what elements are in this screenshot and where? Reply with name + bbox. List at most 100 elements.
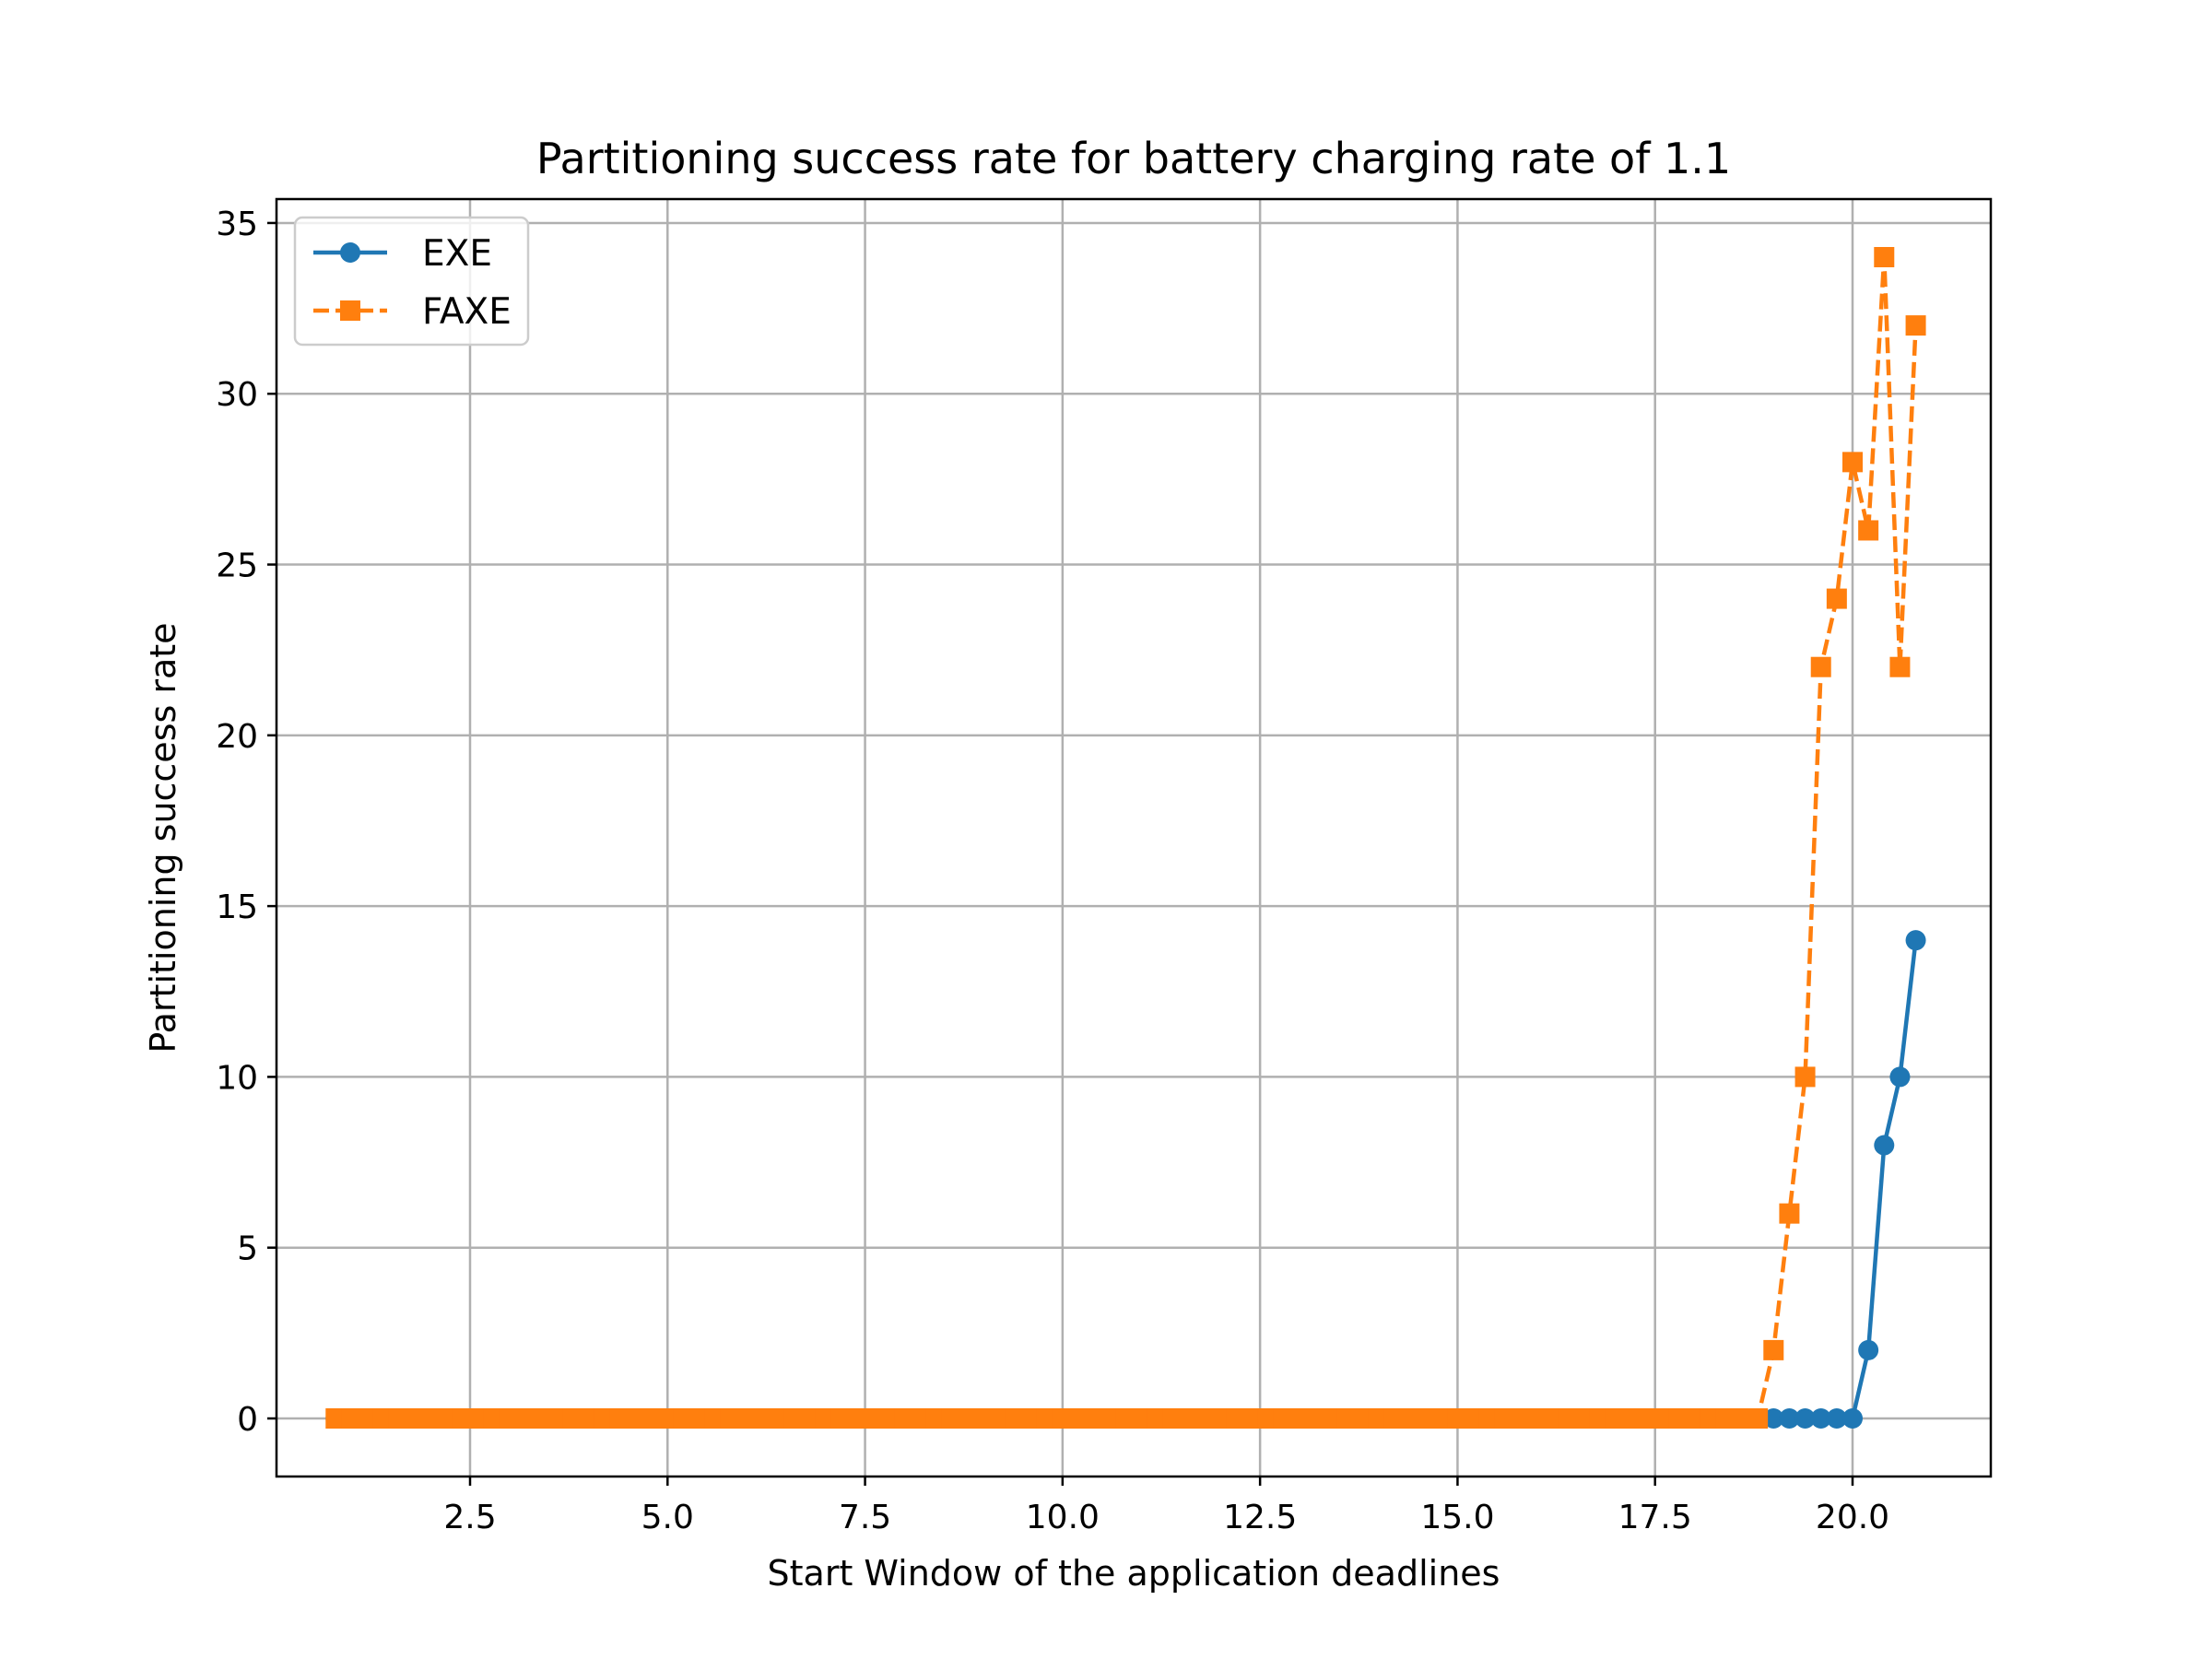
faxe-point — [1400, 1408, 1420, 1429]
legend-marker-faxe — [340, 300, 360, 321]
legend-item-faxe: FAXE — [313, 291, 512, 333]
faxe-point — [704, 1408, 725, 1429]
exe-point — [1842, 1408, 1863, 1429]
faxe-point — [467, 1408, 488, 1429]
exe-point — [1794, 1408, 1816, 1429]
exe-point — [1810, 1408, 1831, 1429]
faxe-point — [1194, 1408, 1216, 1429]
faxe-point — [1147, 1408, 1168, 1429]
faxe-point — [1747, 1408, 1769, 1429]
faxe-point — [1241, 1408, 1263, 1429]
faxe-point — [1068, 1408, 1088, 1429]
faxe-point — [736, 1408, 757, 1429]
x-tick-label: 7.5 — [839, 1499, 891, 1536]
exe-point — [1779, 1408, 1800, 1429]
y-tick-label: 0 — [237, 1401, 258, 1439]
faxe-point — [1131, 1408, 1152, 1429]
legend-label-exe: EXE — [422, 233, 492, 275]
faxe-point — [910, 1408, 931, 1429]
faxe-point — [1858, 520, 1879, 541]
faxe-point — [752, 1408, 773, 1429]
faxe-point — [894, 1408, 915, 1429]
faxe-point — [1668, 1408, 1689, 1429]
faxe-series — [325, 247, 1926, 1429]
faxe-point — [878, 1408, 900, 1429]
y-axis-label: Partitioning success rate — [143, 622, 183, 1053]
faxe-point — [641, 1408, 663, 1429]
y-tick-label: 35 — [216, 206, 258, 243]
faxe-point — [1542, 1408, 1563, 1429]
faxe-point — [420, 1408, 441, 1429]
faxe-point — [1905, 315, 1926, 336]
faxe-point — [1558, 1408, 1579, 1429]
faxe-point — [1637, 1408, 1658, 1429]
y-axis-ticks: 0 5 10 15 20 25 30 35 — [216, 206, 276, 1439]
faxe-point — [1020, 1408, 1041, 1429]
plot-area — [276, 199, 1991, 1477]
faxe-point — [1352, 1408, 1373, 1429]
legend-label-faxe: FAXE — [422, 291, 512, 333]
faxe-point — [1447, 1408, 1468, 1429]
faxe-point — [815, 1408, 836, 1429]
exe-point — [1889, 1066, 1911, 1088]
x-axis-label: Start Window of the application deadline… — [768, 1553, 1500, 1594]
faxe-point — [1321, 1408, 1342, 1429]
faxe-point — [847, 1408, 867, 1429]
faxe-point — [594, 1408, 615, 1429]
x-tick-label: 17.5 — [1618, 1499, 1692, 1536]
y-tick-label: 20 — [216, 718, 258, 756]
faxe-point — [531, 1408, 552, 1429]
y-tick-label: 30 — [216, 376, 258, 414]
faxe-point — [341, 1408, 362, 1429]
faxe-point — [1052, 1408, 1073, 1429]
y-tick-label: 15 — [216, 888, 258, 926]
faxe-point — [562, 1408, 583, 1429]
faxe-point — [1226, 1408, 1247, 1429]
faxe-point — [1511, 1408, 1531, 1429]
exe-point — [1874, 1135, 1895, 1156]
faxe-point — [1779, 1203, 1800, 1224]
faxe-point — [1589, 1408, 1610, 1429]
faxe-point — [688, 1408, 710, 1429]
faxe-point — [799, 1408, 820, 1429]
y-tick-label: 25 — [216, 547, 258, 585]
faxe-point — [973, 1408, 994, 1429]
faxe-point — [1842, 452, 1863, 473]
legend-marker-exe — [340, 242, 360, 263]
faxe-point — [1494, 1408, 1515, 1429]
faxe-point — [1289, 1408, 1310, 1429]
faxe-point — [1653, 1408, 1674, 1429]
faxe-point — [1810, 656, 1831, 677]
axes-frame — [275, 197, 1993, 1478]
faxe-point — [1621, 1408, 1641, 1429]
faxe-point — [483, 1408, 504, 1429]
faxe-point — [1763, 1339, 1784, 1360]
faxe-point — [958, 1408, 978, 1429]
exe-point — [1905, 930, 1926, 951]
faxe-point — [1826, 588, 1847, 609]
faxe-point — [1084, 1408, 1105, 1429]
faxe-point — [989, 1408, 1010, 1429]
y-tick-label: 5 — [237, 1230, 258, 1268]
faxe-point — [609, 1408, 630, 1429]
faxe-point — [941, 1408, 962, 1429]
faxe-point — [1605, 1408, 1626, 1429]
faxe-point — [1889, 656, 1911, 677]
legend: EXE FAXE — [293, 216, 530, 347]
faxe-point — [673, 1408, 694, 1429]
x-tick-label: 15.0 — [1420, 1499, 1494, 1536]
exe-point — [1858, 1339, 1879, 1360]
faxe-point — [1526, 1408, 1547, 1429]
x-tick-label: 5.0 — [641, 1499, 694, 1536]
faxe-point — [1383, 1408, 1405, 1429]
faxe-point — [357, 1408, 378, 1429]
faxe-point — [547, 1408, 568, 1429]
x-axis-ticks: 2.5 5.0 7.5 10.0 12.5 15.0 17.5 20.0 — [443, 1477, 1889, 1536]
faxe-point — [1573, 1408, 1594, 1429]
faxe-point — [1478, 1408, 1500, 1429]
faxe-point — [720, 1408, 741, 1429]
faxe-point — [1179, 1408, 1199, 1429]
chart-title: Partitioning success rate for battery ch… — [536, 134, 1731, 183]
faxe-point — [768, 1408, 789, 1429]
